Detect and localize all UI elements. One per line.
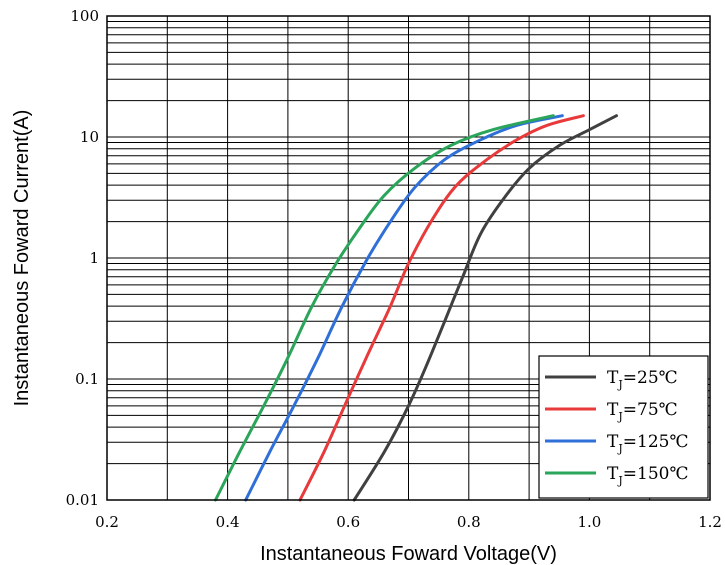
x-tick-labels: 0.2 0.4 0.6 0.8 1.0 1.2 <box>95 513 722 531</box>
y-tick-label: 100 <box>70 7 99 25</box>
plot-frame <box>106 15 711 501</box>
x-tick-label: 0.8 <box>457 513 481 531</box>
curves <box>214 114 618 502</box>
y-tick-label: 0.1 <box>75 370 99 388</box>
x-tick-label: 0.6 <box>336 513 360 531</box>
series-line <box>244 114 564 502</box>
legend-entry: TJ=125℃ <box>607 432 688 455</box>
legend-entry: TJ=25℃ <box>607 368 678 391</box>
y-tick-label: 10 <box>80 128 99 146</box>
legend: TJ=25℃ TJ=75℃ TJ=125℃ TJ=150℃ <box>538 355 709 499</box>
legend-entry: TJ=150℃ <box>607 464 688 487</box>
legend-entry: TJ=75℃ <box>607 400 678 423</box>
y-tick-label: 1 <box>89 249 99 267</box>
x-tick-label: 1.2 <box>698 513 722 531</box>
y-tick-label: 0.01 <box>66 491 99 509</box>
x-tick-label: 1.0 <box>577 513 601 531</box>
series-line <box>352 114 618 502</box>
series-line <box>298 114 585 502</box>
y-axis-label: Instantaneous Foward Current(A) <box>11 110 33 407</box>
series-line <box>214 114 555 502</box>
x-tick-label: 0.2 <box>95 513 119 531</box>
y-tick-labels: 0.01 0.1 1 10 100 <box>66 7 99 509</box>
x-axis-label: Instantaneous Foward Voltage(V) <box>260 543 557 565</box>
x-tick-label: 0.4 <box>216 513 240 531</box>
